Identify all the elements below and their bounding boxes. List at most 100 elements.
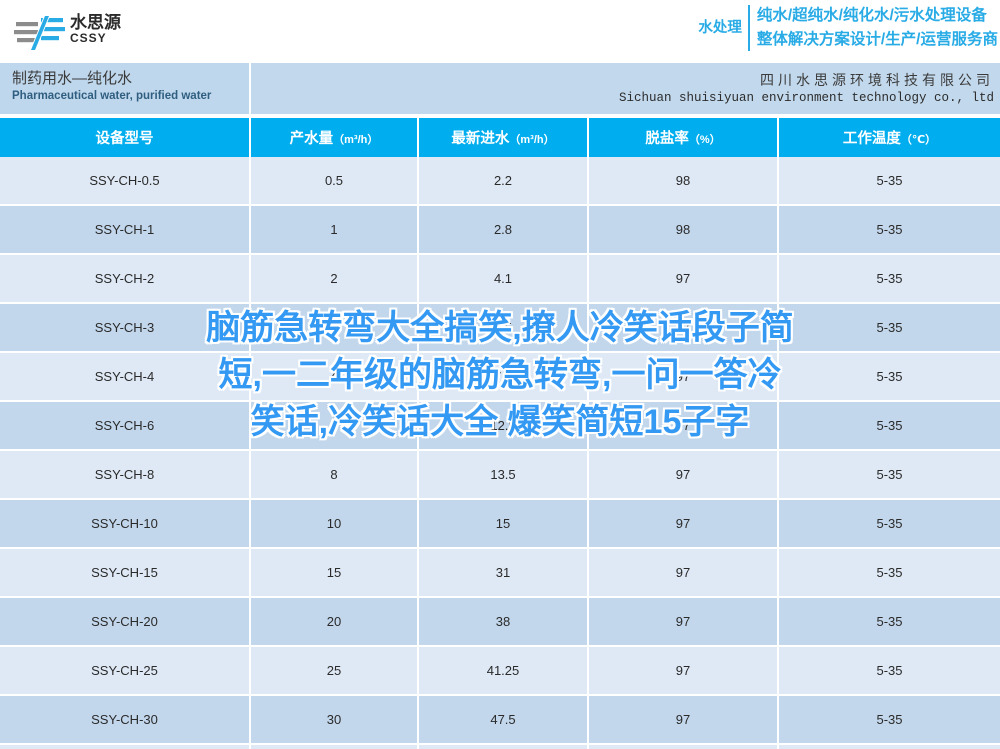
cell-intake: 7.6 (418, 352, 589, 402)
cell-output: 3 (250, 303, 419, 353)
cell-intake: 4.1 (418, 254, 589, 304)
cell-intake: 38 (418, 597, 589, 647)
cell-output: 50 (250, 744, 419, 749)
cell-temperature: 5-35 (778, 597, 1000, 647)
column-label: 脱盐率 (645, 131, 689, 147)
table-row: SSY-CH-3 3 6.5 97 5-35 (0, 303, 1000, 353)
company-name-en: Sichuan shuisiyuan environment technolog… (618, 91, 994, 105)
site-header: 水思源 CSSY 水处理 纯水/超纯水/纯化水/污水处理设备 整体解决方案设计/… (0, 0, 1000, 63)
column-header-output: 产水量（m³/h） (250, 118, 419, 157)
cell-model: SSY-CH-4 (0, 352, 251, 402)
column-label: 产水量 (289, 131, 334, 147)
cell-desalination: 97 (588, 744, 779, 749)
table-row: SSY-CH-4 4 7.6 97 5-35 (0, 352, 1000, 402)
cell-intake: 41.25 (418, 646, 589, 696)
logo-name-cn: 水思源 (70, 13, 121, 32)
table-row: SSY-CH-10 10 15 97 5-35 (0, 499, 1000, 549)
cell-intake: 15 (418, 499, 589, 549)
cell-temperature: 5-35 (778, 450, 1000, 500)
specification-table: 设备型号 产水量（m³/h） 最新进水（m³/h） 脱盐率（%） 工作温度（℃）… (0, 118, 1000, 749)
column-unit: （℃） (900, 134, 937, 146)
table-row: SSY-CH-25 25 41.25 97 5-35 (0, 646, 1000, 696)
cell-temperature: 5-35 (778, 205, 1000, 255)
cell-desalination: 97 (588, 597, 779, 647)
cell-temperature: 5-35 (778, 499, 1000, 549)
product-title: 制药用水—纯化水 Pharmaceutical water, purified … (12, 69, 211, 104)
cell-model: SSY-CH-15 (0, 548, 251, 598)
cell-desalination: 97 (588, 695, 779, 745)
cell-temperature: 5-35 (778, 646, 1000, 696)
table-row: SSY-CH-8 8 13.5 97 5-35 (0, 450, 1000, 500)
banner-left-panel (0, 63, 249, 114)
cell-desalination: 97 (588, 499, 779, 549)
table-row: SSY-CH-0.5 0.5 2.2 98 5-35 (0, 157, 1000, 206)
logo-name-en: CSSY (70, 31, 107, 45)
table-row: SSY-CH-2 2 4.1 97 5-35 (0, 254, 1000, 304)
cell-output: 25 (250, 646, 419, 696)
cell-output: 15 (250, 548, 419, 598)
banner-right-panel (251, 63, 1000, 114)
cell-desalination: 98 (588, 205, 779, 255)
logo-wordmark: 水思源 CSSY (70, 13, 154, 53)
cell-intake: 6.5 (418, 303, 589, 353)
cell-temperature: 5-35 (778, 744, 1000, 749)
column-unit: （m³/h） (333, 134, 379, 146)
cell-output: 30 (250, 695, 419, 745)
cell-model: SSY-CH-8 (0, 450, 251, 500)
cell-temperature: 5-35 (778, 157, 1000, 206)
cell-temperature: 5-35 (778, 695, 1000, 745)
column-header-temperature: 工作温度（℃） (778, 118, 1000, 157)
column-header-intake: 最新进水（m³/h） (418, 118, 589, 157)
column-label: 工作温度 (842, 131, 901, 147)
cell-output: 2 (250, 254, 419, 304)
table-row: SSY-CH-6 6 12.5 97 5-35 (0, 401, 1000, 451)
cell-model: SSY-CH-20 (0, 597, 251, 647)
cell-desalination: 98 (588, 157, 779, 206)
table-row: SSY-CH-15 15 31 97 5-35 (0, 548, 1000, 598)
cell-temperature: 5-35 (778, 254, 1000, 304)
cell-model: SSY-CH-10 (0, 499, 251, 549)
cell-desalination: 97 (588, 450, 779, 500)
cell-desalination: 97 (588, 401, 779, 451)
cell-output: 8 (250, 450, 419, 500)
table-header: 设备型号 产水量（m³/h） 最新进水（m³/h） 脱盐率（%） 工作温度（℃） (0, 118, 1000, 157)
cell-model: SSY-CH-0.5 (0, 157, 251, 206)
slogan-divider (747, 5, 750, 51)
cell-intake: 79.5 (418, 744, 589, 749)
cssy-logo-icon (14, 16, 65, 50)
product-title-en: Pharmaceutical water, purified water (12, 90, 212, 102)
column-header-model: 设备型号 (0, 118, 251, 157)
table-row: SSY-CH-20 20 38 97 5-35 (0, 597, 1000, 647)
cell-desalination: 97 (588, 548, 779, 598)
column-label: 最新进水 (451, 131, 510, 147)
cell-model: SSY-CH-6 (0, 401, 251, 451)
product-title-cn: 制药用水—纯化水 (12, 70, 133, 87)
cell-intake: 47.5 (418, 695, 589, 745)
company-logo: 水思源 CSSY (14, 12, 154, 54)
table-row: SSY-CH-30 30 47.5 97 5-35 (0, 695, 1000, 745)
company-name: 四川水思源环境科技有限公司 Sichuan shuisiyuan environ… (619, 71, 994, 106)
company-name-cn: 四川水思源环境科技有限公司 (760, 72, 994, 88)
header-slogan: 水处理 纯水/超纯水/纯化水/污水处理设备 整体解决方案设计/生产/运营服务商 (698, 4, 998, 52)
cell-model: SSY-CH-30 (0, 695, 251, 745)
column-label: 设备型号 (95, 131, 154, 147)
column-unit: （m³/h） (509, 134, 555, 146)
cell-desalination: 97 (588, 646, 779, 696)
cell-output: 1 (250, 205, 419, 255)
product-banner: 制药用水—纯化水 Pharmaceutical water, purified … (0, 63, 1000, 114)
cell-model: SSY-CH-3 (0, 303, 251, 353)
cell-temperature: 5-35 (778, 303, 1000, 353)
cell-intake: 13.5 (418, 450, 589, 500)
table-body: SSY-CH-0.5 0.5 2.2 98 5-35 SSY-CH-1 1 2.8 98 5-35… (0, 157, 1000, 749)
table-row: SSY-CH-1 1 2.8 98 5-35 (0, 205, 1000, 255)
cell-intake: 31 (418, 548, 589, 598)
slogan-lines: 纯水/超纯水/纯化水/污水处理设备 整体解决方案设计/生产/运营服务商 (757, 4, 998, 52)
column-unit: （%） (688, 134, 721, 146)
table-header-row: 设备型号 产水量（m³/h） 最新进水（m³/h） 脱盐率（%） 工作温度（℃） (0, 118, 1000, 157)
cell-output: 0.5 (250, 157, 419, 206)
cell-model: SSY-CH-25 (0, 646, 251, 696)
cell-output: 6 (250, 401, 419, 451)
cell-output: 4 (250, 352, 419, 402)
cell-desalination: 97 (588, 303, 779, 353)
